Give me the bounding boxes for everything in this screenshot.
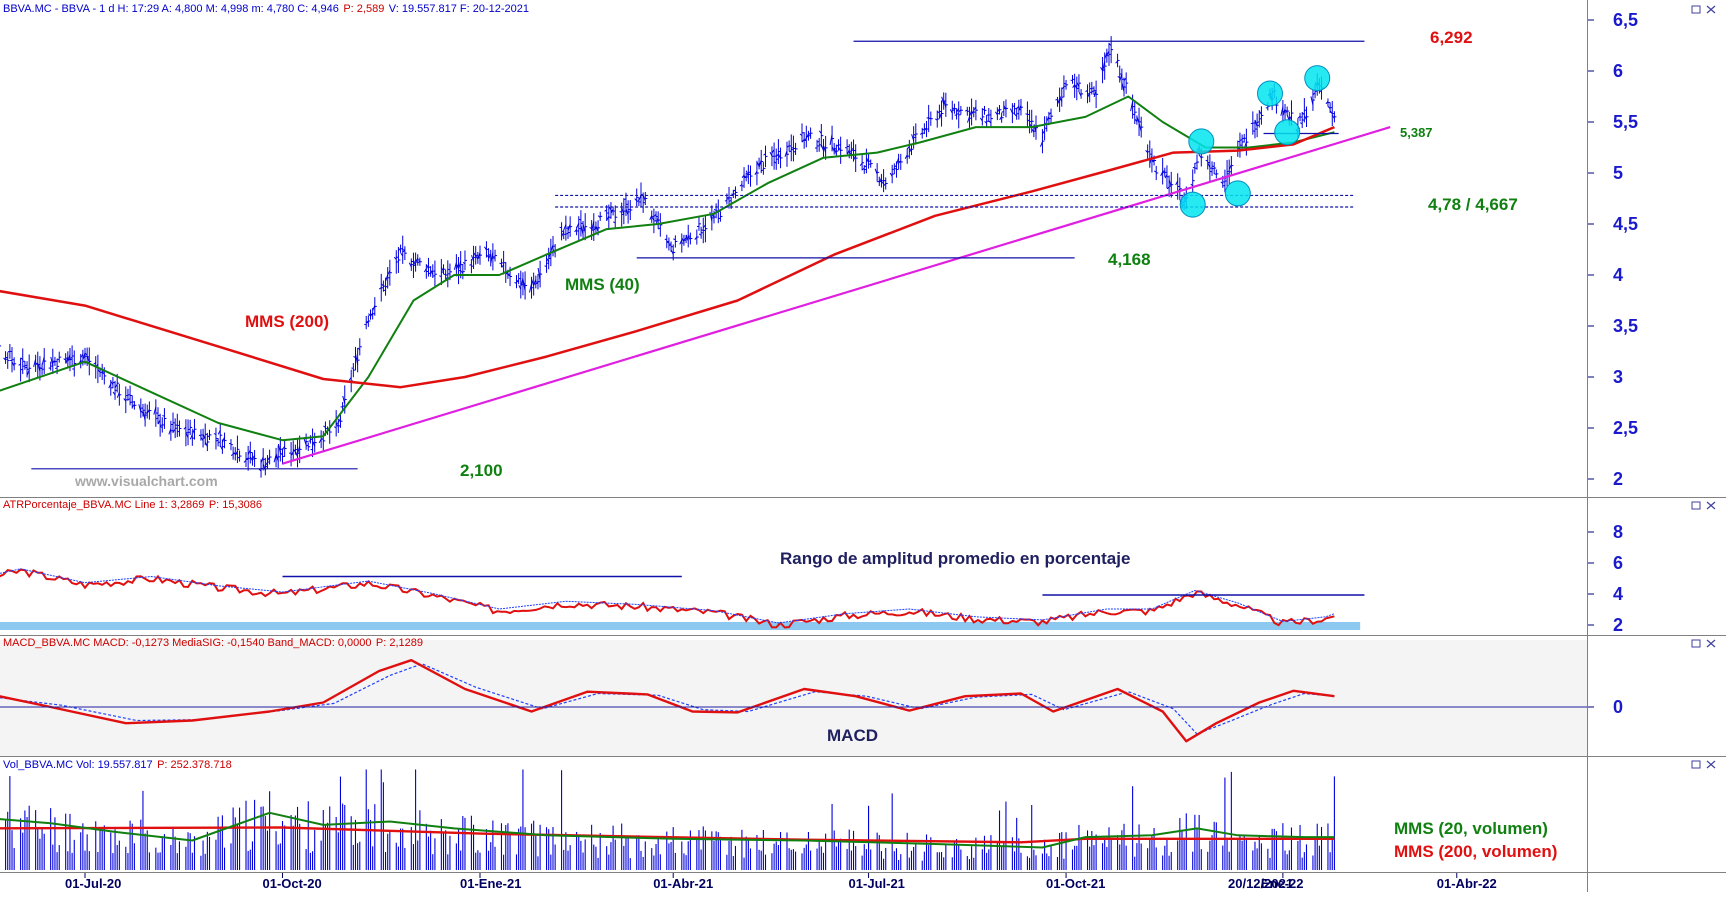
- level-label-low: 2,100: [460, 461, 503, 480]
- price-bar-open: [725, 201, 727, 202]
- price-bar-open: [334, 427, 336, 428]
- price-axis-label: 6: [1613, 61, 1623, 81]
- x-axis-label: 01-Oct-21: [1046, 876, 1105, 891]
- price-bar-open: [493, 258, 495, 259]
- price-bar-open: [246, 458, 248, 459]
- level-label-top: 6,292: [1430, 28, 1473, 47]
- price-bar-open: [1242, 138, 1244, 139]
- price-axis-label: 4,5: [1613, 214, 1638, 234]
- price-bar-open: [308, 441, 310, 442]
- mms40-label: MMS (40): [565, 275, 640, 294]
- price-bar-open: [579, 219, 581, 220]
- price-axis-label: 5,5: [1613, 112, 1638, 132]
- price-bar-open: [433, 276, 435, 277]
- price-axis-label: 3: [1613, 367, 1623, 387]
- macd-axis-label: 0: [1613, 697, 1623, 717]
- price-bar-open: [560, 227, 562, 228]
- price-bar-open: [955, 115, 957, 116]
- vol20-label: MMS (20, volumen): [1394, 819, 1548, 838]
- atr-title: Rango de amplitud promedio en porcentaje: [780, 549, 1130, 568]
- x-axis-label: 01-Oct-20: [263, 876, 322, 891]
- price-bar-open: [130, 402, 132, 403]
- price-header: BBVA.MC - BBVA - 1 d H: 17:29 A: 4,800 M…: [3, 0, 529, 16]
- level-label-support: 4,168: [1108, 250, 1151, 269]
- price-bar-open: [1257, 122, 1259, 123]
- highlight-circle: [1258, 81, 1283, 106]
- price-bar-open: [306, 445, 308, 446]
- atr-band: [0, 622, 1360, 630]
- highlight-circle: [1225, 181, 1250, 206]
- atr-axis-label: 4: [1613, 584, 1623, 604]
- mms200-label: MMS (200): [245, 312, 329, 331]
- x-axis-label: 01-Ene-21: [460, 876, 521, 891]
- price-bar-open: [718, 218, 720, 219]
- cursor-date-label: 20/12/2021: [1228, 876, 1293, 891]
- price-bar-open: [922, 129, 924, 130]
- price-bar-open: [620, 211, 622, 212]
- price-bar-open: [55, 368, 57, 369]
- price-bar-open: [384, 290, 386, 291]
- price-axis-label: 2,5: [1613, 418, 1638, 438]
- watermark: www.visualchart.com: [74, 473, 218, 489]
- price-axis-label: 6,5: [1613, 10, 1638, 30]
- price-bar-open: [1071, 80, 1073, 81]
- x-axis-label: 01-Abr-21: [653, 876, 713, 891]
- highlight-circle: [1275, 120, 1300, 145]
- price-bar-open: [1133, 114, 1135, 115]
- price-axis-label: 2: [1613, 469, 1623, 489]
- atr-axis-label: 2: [1613, 615, 1623, 635]
- price-axis-label: 3,5: [1613, 316, 1638, 336]
- price-bar-open: [667, 242, 669, 243]
- highlight-circle: [1305, 66, 1330, 91]
- x-axis-label: 01-Abr-22: [1437, 876, 1497, 891]
- level-label-zone: 4,78 / 4,667: [1428, 195, 1518, 214]
- price-bar-open: [1092, 91, 1094, 92]
- price-bar-open: [514, 282, 516, 283]
- price-bar-open: [364, 324, 366, 325]
- highlight-circle: [1180, 192, 1205, 217]
- price-bar-open: [929, 118, 931, 119]
- macd-title: MACD: [827, 726, 878, 745]
- price-axis-label: 4: [1613, 265, 1623, 285]
- price-bar-open: [852, 149, 854, 150]
- price-bar-open: [877, 181, 879, 182]
- atr-axis-label: 6: [1613, 553, 1623, 573]
- price-bar-open: [1223, 185, 1225, 186]
- level-label-mid: 5,387: [1400, 125, 1433, 140]
- highlight-circle: [1189, 129, 1214, 154]
- atr-axis-label: 8: [1613, 522, 1623, 542]
- price-bar-open: [791, 149, 793, 150]
- x-axis-label: 01-Jul-20: [65, 876, 121, 891]
- x-axis-label: 01-Jul-21: [849, 876, 905, 891]
- price-axis-label: 5: [1613, 163, 1623, 183]
- vol200-label: MMS (200, volumen): [1394, 842, 1557, 861]
- price-bar-open: [1210, 171, 1212, 172]
- price-bar-open: [216, 440, 218, 441]
